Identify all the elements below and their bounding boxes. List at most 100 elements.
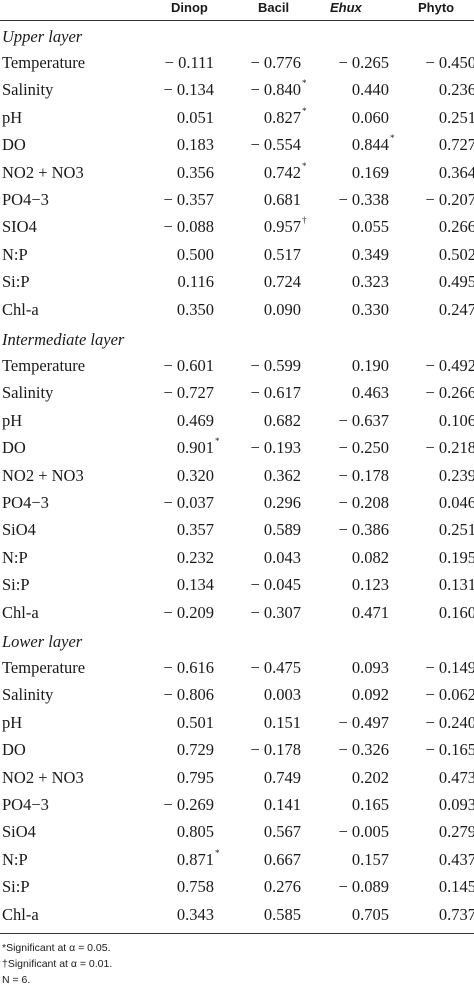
cell-value: 0.589 xyxy=(264,520,301,540)
cell-number: − 0.005 xyxy=(338,822,389,842)
cell-number: 0.157 xyxy=(351,849,389,869)
cell-value: 0.473 xyxy=(439,768,474,788)
cell-value: 0.437 xyxy=(439,850,474,870)
table-row: N:P 0.232 0.043 0.082 0.195 xyxy=(0,548,474,575)
table-row: PO4−3 − 0.037 0.296 − 0.208 0.046 xyxy=(0,493,474,520)
cell-value: 0.157 xyxy=(352,850,389,870)
table-row: Temperature − 0.111 − 0.776 − 0.265 − 0.450 xyxy=(0,53,474,80)
header-rule xyxy=(0,20,474,21)
cell-number: − 0.357 xyxy=(163,190,214,209)
row-label: Si:P xyxy=(2,575,30,595)
cell-value: 0.092 xyxy=(352,685,389,705)
cell-value: 0.247 xyxy=(439,300,474,320)
table-row: Salinity − 0.727 − 0.617 0.463 − 0.266 xyxy=(0,383,474,410)
cell-number: − 0.497 xyxy=(338,712,389,732)
table-row: pH 0.051 0.827 * 0.060 0.251 xyxy=(0,106,474,135)
cell-value: 0.567 xyxy=(264,822,301,842)
cell-value: 0.251 xyxy=(439,108,474,128)
cell-value: 0.463 xyxy=(352,383,389,403)
cell-value: 0.357 xyxy=(177,520,214,540)
table-row: Chl-a 0.350 0.090 0.330 0.247 xyxy=(0,300,474,327)
cell-number: − 0.637 xyxy=(338,410,389,430)
cell-number: 0.051 xyxy=(176,107,214,127)
cell-number: 0.169 xyxy=(351,162,389,182)
cell-value: 0.003 xyxy=(264,685,301,705)
cell-number: 0.232 xyxy=(176,547,214,567)
cell-number: 0.251 xyxy=(438,107,474,127)
cell-number: − 0.250 xyxy=(338,438,389,458)
cell-number: − 0.178 xyxy=(250,740,301,760)
table-row: PO4−3 − 0.269 0.141 0.165 0.093 xyxy=(0,795,474,822)
cell-value: 0.165 xyxy=(352,795,389,815)
cell-number: − 0.492 xyxy=(425,356,474,375)
cell-number: 0.362 xyxy=(263,465,301,485)
cell-number: 0.141 xyxy=(263,795,301,814)
cell-number: 0.134 xyxy=(176,575,214,595)
cell-value: − 0.037 xyxy=(163,493,214,513)
cell-value: 0.758 xyxy=(177,877,214,897)
cell-value: 0.827 * xyxy=(264,106,307,128)
cell-value: 0.585 xyxy=(264,905,301,925)
cell-number: 0.871 xyxy=(176,849,214,869)
cell-number: 0.495 xyxy=(438,272,474,292)
cell-value: 0.046 xyxy=(439,493,474,513)
cell-number: − 0.776 xyxy=(250,53,301,72)
cell-value: 0.469 xyxy=(177,411,214,431)
cell-number: 0.705 xyxy=(351,904,389,924)
significance-mark: * xyxy=(302,78,307,89)
cell-number: 0.737 xyxy=(438,904,474,924)
cell-number: − 0.149 xyxy=(425,658,474,677)
cell-number: − 0.266 xyxy=(425,383,474,403)
cell-number: 0.502 xyxy=(438,244,474,264)
cell-value: − 0.326 xyxy=(338,740,389,760)
cell-value: 0.350 xyxy=(177,300,214,320)
cell-number: − 0.599 xyxy=(250,356,301,375)
cell-value: 0.276 xyxy=(264,877,301,897)
cell-number: 0.093 xyxy=(351,658,389,677)
cell-value: 0.106 xyxy=(439,411,474,431)
cell-number: − 0.326 xyxy=(338,740,389,760)
cell-number: − 0.165 xyxy=(425,740,474,760)
cell-value: − 0.193 xyxy=(250,438,301,458)
table-row: Chl-a − 0.209 − 0.307 0.471 0.160 xyxy=(0,603,474,630)
row-label: Chl-a xyxy=(2,602,39,622)
cell-value: 0.202 xyxy=(352,768,389,788)
cell-value: − 0.250 xyxy=(338,438,389,458)
table-row: N:P 0.871 * 0.667 0.157 0.437 xyxy=(0,848,474,877)
cell-value: − 0.208 xyxy=(338,493,389,513)
table-row: DO 0.183 − 0.554 0.844 * 0.727 xyxy=(0,133,474,162)
cell-value: 0.093 xyxy=(439,795,474,815)
cell-number: 0.742 xyxy=(263,162,301,182)
cell-number: − 0.338 xyxy=(338,190,389,209)
cell-number: − 0.386 xyxy=(338,520,389,540)
cell-number: 0.343 xyxy=(176,904,214,924)
table-row: SIO4 − 0.088 0.957 † 0.055 0.266 xyxy=(0,215,474,244)
cell-value: 0.681 xyxy=(264,190,301,210)
cell-number: 0.279 xyxy=(438,822,474,842)
cell-number: − 0.037 xyxy=(163,493,214,512)
cell-number: 0.805 xyxy=(176,822,214,842)
cell-value: 0.471 xyxy=(352,603,389,623)
header-bacil: Bacil xyxy=(258,0,290,15)
cell-value: 0.195 xyxy=(439,548,474,568)
cell-value: − 0.265 xyxy=(338,53,389,73)
table-row: Si:P 0.134 − 0.045 0.123 0.131 xyxy=(0,575,474,602)
cell-value: − 0.149 xyxy=(425,658,474,678)
cell-number: 0.727 xyxy=(438,135,474,155)
cell-number: 0.239 xyxy=(438,465,474,485)
cell-number: − 0.193 xyxy=(250,438,301,458)
cell-value: − 0.089 xyxy=(338,877,389,897)
row-label: Si:P xyxy=(2,272,30,292)
cell-number: 0.682 xyxy=(263,410,301,430)
cell-value: 0.043 xyxy=(264,548,301,568)
cell-value: − 0.450 xyxy=(425,53,474,73)
cell-value: 0.123 xyxy=(352,575,389,595)
cell-number: 0.681 xyxy=(263,190,301,209)
cell-value: 0.116 xyxy=(177,272,214,292)
cell-value: 0.134 xyxy=(177,575,214,595)
row-label: Si:P xyxy=(2,877,30,897)
cell-value: − 0.088 xyxy=(163,217,214,237)
row-label: N:P xyxy=(2,547,28,567)
row-label: DO xyxy=(2,740,26,760)
cell-number: 0.724 xyxy=(263,272,301,292)
